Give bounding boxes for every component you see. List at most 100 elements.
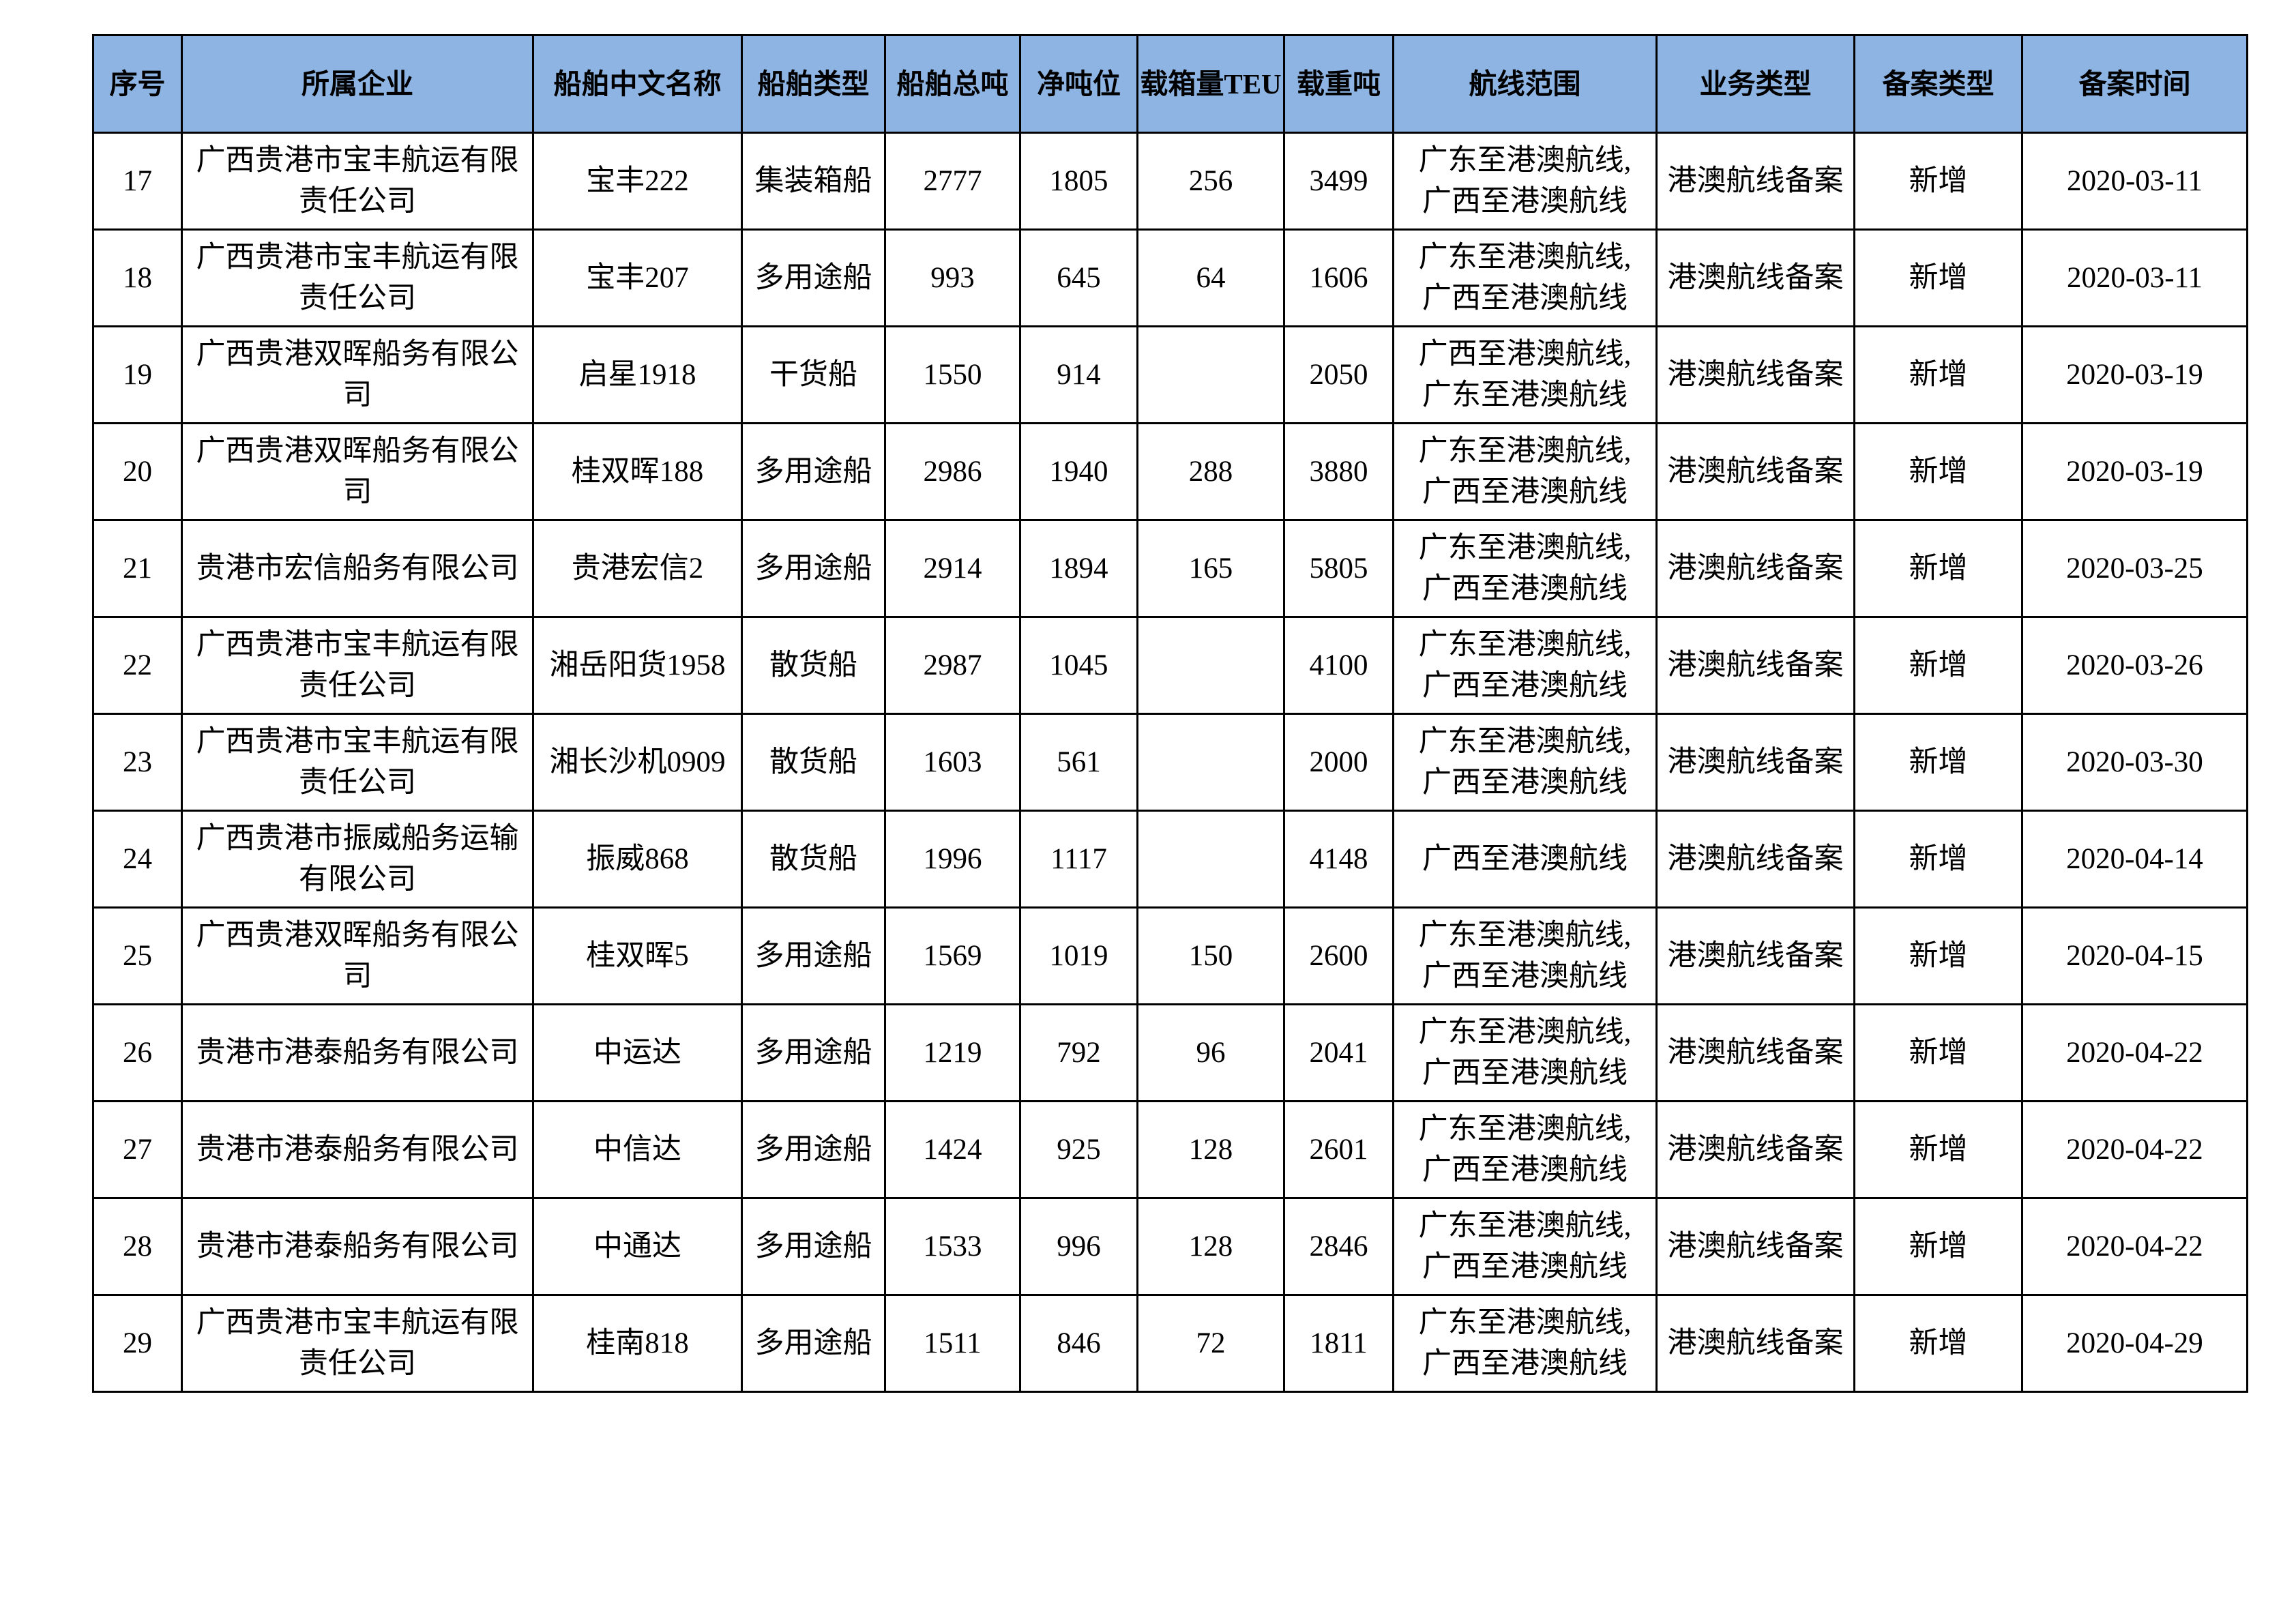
cell-filing_date: 2020-03-25 [2021,519,2248,618]
cell-filing_type: 新增 [1853,519,2023,618]
table-row: 26 贵港市港泰船务有限公司 中运达 多用途船 1219 792 96 2041 广东至港澳航线… [92,1003,2248,1102]
cell-ship_name: 宝丰207 [532,228,743,327]
cell-deadweight: 2000 [1283,713,1394,812]
cell-filing_type: 新增 [1853,132,2023,231]
table-row: 29 广西贵港市宝丰航运有限 责任公司 桂南818 多用途船 1511 846 72 1811… [92,1294,2248,1393]
cell-route: 广西至港澳航线 [1392,810,1658,909]
cell-filing_type: 新增 [1853,325,2023,424]
cell-seq: 25 [92,906,183,1005]
cell-net_tonnage: 1019 [1019,906,1138,1005]
cell-deadweight: 1606 [1283,228,1394,327]
cell-filing_date: 2020-03-19 [2021,325,2248,424]
cell-deadweight: 2050 [1283,325,1394,424]
cell-business_type: 港澳航线备案 [1655,906,1855,1005]
cell-ship_name: 宝丰222 [532,132,743,231]
table-row: 24 广西贵港市振威船务运输 有限公司 振威868 散货船 1996 1117 4148 广西… [92,810,2248,909]
cell-ship_name: 湘岳阳货1958 [532,616,743,715]
cell-seq: 18 [92,228,183,327]
cell-route: 广东至港澳航线, 广西至港澳航线 [1392,132,1658,231]
column-header-filing_type: 备案类型 [1853,34,2023,134]
cell-gross_tonnage: 1550 [884,325,1021,424]
cell-teu: 128 [1136,1197,1285,1296]
cell-company: 广西贵港市宝丰航运有限 责任公司 [181,228,534,327]
cell-seq: 23 [92,713,183,812]
cell-filing_type: 新增 [1853,713,2023,812]
cell-net_tonnage: 792 [1019,1003,1138,1102]
cell-seq: 29 [92,1294,183,1393]
cell-ship_type: 多用途船 [741,1100,886,1199]
cell-ship_type: 散货船 [741,713,886,812]
cell-ship_type: 多用途船 [741,906,886,1005]
table-row: 20 广西贵港双晖船务有限公 司桂双晖188 多用途船 2986 1940 288 3880… [92,422,2248,521]
cell-ship_type: 散货船 [741,616,886,715]
table-row: 22 广西贵港市宝丰航运有限 责任公司 湘岳阳货1958 散货船 2987 1045 410… [92,616,2248,715]
cell-filing_date: 2020-03-11 [2021,228,2248,327]
column-header-seq: 序号 [92,34,183,134]
cell-filing_type: 新增 [1853,906,2023,1005]
cell-company: 广西贵港双晖船务有限公 司 [181,422,534,521]
cell-deadweight: 2601 [1283,1100,1394,1199]
cell-seq: 27 [92,1100,183,1199]
cell-route: 广东至港澳航线, 广西至港澳航线 [1392,713,1658,812]
table-row: 17 广西贵港市宝丰航运有限 责任公司 宝丰222 集装箱船 2777 1805 256 34… [92,132,2248,231]
cell-company: 贵港市港泰船务有限公司 [181,1197,534,1296]
cell-company: 广西贵港双晖船务有限公 司 [181,325,534,424]
cell-route: 广东至港澳航线, 广西至港澳航线 [1392,1294,1658,1393]
cell-company: 广西贵港市振威船务运输 有限公司 [181,810,534,909]
cell-business_type: 港澳航线备案 [1655,325,1855,424]
cell-seq: 21 [92,519,183,618]
cell-filing_type: 新增 [1853,422,2023,521]
cell-ship_name: 中运达 [532,1003,743,1102]
cell-filing_date: 2020-03-19 [2021,422,2248,521]
cell-business_type: 港澳航线备案 [1655,1197,1855,1296]
cell-net_tonnage: 1045 [1019,616,1138,715]
cell-gross_tonnage: 1569 [884,906,1021,1005]
cell-deadweight: 5805 [1283,519,1394,618]
cell-route: 广西至港澳航线, 广东至港澳航线 [1392,325,1658,424]
cell-filing_type: 新增 [1853,1003,2023,1102]
cell-company: 贵港市宏信船务有限公司 [181,519,534,618]
table-row: 25 广西贵港双晖船务有限公 司桂双晖5 多用途船 1569 1019 150 2600 广东… [92,906,2248,1005]
cell-company: 广西贵港市宝丰航运有限 责任公司 [181,1294,534,1393]
cell-net_tonnage: 996 [1019,1197,1138,1296]
cell-teu: 64 [1136,228,1285,327]
cell-filing_type: 新增 [1853,810,2023,909]
cell-route: 广东至港澳航线, 广西至港澳航线 [1392,906,1658,1005]
cell-filing_date: 2020-03-11 [2021,132,2248,231]
cell-teu: 72 [1136,1294,1285,1393]
cell-filing_type: 新增 [1853,1100,2023,1199]
cell-deadweight: 2846 [1283,1197,1394,1296]
table-row: 27 贵港市港泰船务有限公司 中信达 多用途船 1424 925 128 2601 广东至港澳航… [92,1100,2248,1199]
cell-net_tonnage: 561 [1019,713,1138,812]
cell-net_tonnage: 1805 [1019,132,1138,231]
cell-ship_name: 贵港宏信2 [532,519,743,618]
cell-gross_tonnage: 1511 [884,1294,1021,1393]
cell-deadweight: 4148 [1283,810,1394,909]
column-header-filing_date: 备案时间 [2021,34,2248,134]
cell-seq: 26 [92,1003,183,1102]
cell-filing_date: 2020-04-22 [2021,1197,2248,1296]
cell-seq: 17 [92,132,183,231]
column-header-teu: 载箱量TEU [1136,34,1285,134]
cell-deadweight: 4100 [1283,616,1394,715]
cell-route: 广东至港澳航线, 广西至港澳航线 [1392,1197,1658,1296]
cell-ship_name: 桂双晖5 [532,906,743,1005]
column-header-gross_tonnage: 船舶总吨 [884,34,1021,134]
cell-business_type: 港澳航线备案 [1655,422,1855,521]
cell-business_type: 港澳航线备案 [1655,519,1855,618]
cell-gross_tonnage: 2986 [884,422,1021,521]
cell-business_type: 港澳航线备案 [1655,713,1855,812]
cell-deadweight: 1811 [1283,1294,1394,1393]
cell-ship_type: 多用途船 [741,1294,886,1393]
cell-filing_date: 2020-04-14 [2021,810,2248,909]
cell-teu: 165 [1136,519,1285,618]
cell-net_tonnage: 914 [1019,325,1138,424]
cell-net_tonnage: 1940 [1019,422,1138,521]
cell-business_type: 港澳航线备案 [1655,810,1855,909]
column-header-ship_type: 船舶类型 [741,34,886,134]
column-header-deadweight: 载重吨 [1283,34,1394,134]
cell-route: 广东至港澳航线, 广西至港澳航线 [1392,1003,1658,1102]
cell-company: 广西贵港双晖船务有限公 司 [181,906,534,1005]
cell-gross_tonnage: 1424 [884,1100,1021,1199]
cell-filing_type: 新增 [1853,228,2023,327]
